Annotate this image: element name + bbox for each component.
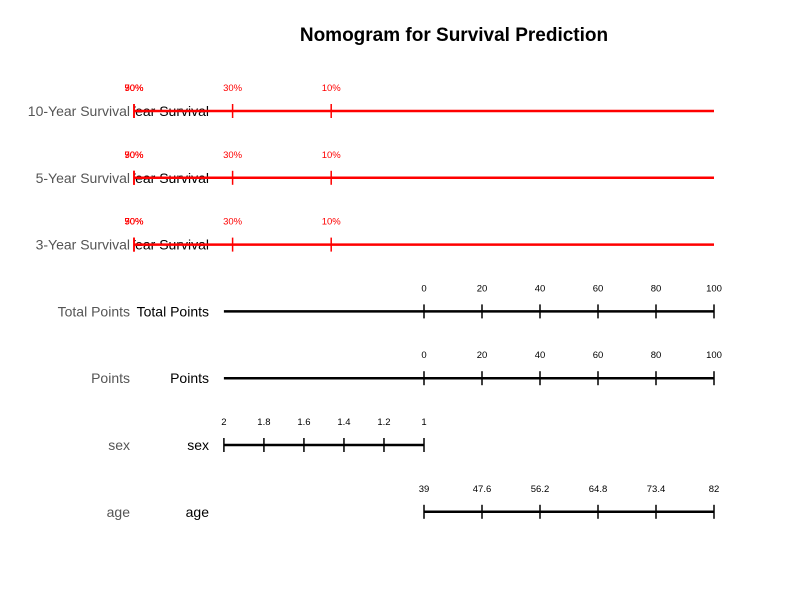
- tick-label: 80: [651, 350, 662, 361]
- row-age: age age 39 47.6 56.2 64.8 73.4 82: [107, 484, 720, 520]
- tick-label: 70%: [124, 83, 144, 94]
- row-label-outer: age: [107, 504, 131, 520]
- tick-label: 50%: [124, 150, 144, 161]
- row-label-outer: 10-Year Survival: [28, 103, 130, 119]
- tick-label: 56.2: [531, 484, 550, 495]
- row-label-outer: Total Points: [58, 303, 130, 319]
- tick-label: 2: [221, 417, 226, 428]
- row-label-outer: 5-Year Survival: [36, 170, 130, 186]
- row-total-points: Total Points Total Points 0 20 40 60 80 100: [58, 283, 722, 319]
- row-points: Points Points 0 20 40 60 80 100: [91, 350, 722, 386]
- tick-label: 20: [477, 350, 488, 361]
- tick-label: 100: [706, 350, 722, 361]
- tick-label: 50%: [124, 83, 144, 94]
- tick-label: 30%: [223, 83, 243, 94]
- tick-label: 10%: [322, 217, 342, 228]
- tick-label: 70%: [124, 150, 144, 161]
- tick-label: 1.2: [377, 417, 390, 428]
- tick-label: 10%: [322, 83, 342, 94]
- tick-label: 82: [709, 484, 720, 495]
- tick-label: 60: [593, 283, 604, 294]
- tick-label: 30%: [223, 150, 243, 161]
- row-label-inner: Points: [170, 370, 209, 386]
- tick-label: 50%: [124, 217, 144, 228]
- tick-label: 1.8: [257, 417, 270, 428]
- row-label-outer: 3-Year Survival: [36, 237, 130, 253]
- tick-label: 1: [421, 417, 426, 428]
- chart-title: Nomogram for Survival Prediction: [300, 25, 608, 46]
- row-label-inner: age: [186, 504, 210, 520]
- tick-label: 90%: [124, 150, 144, 161]
- row-label-inner: sex: [187, 437, 209, 453]
- tick-label: 100: [706, 283, 722, 294]
- tick-label: 1.6: [297, 417, 310, 428]
- tick-label: 64.8: [589, 484, 608, 495]
- row-label-outer: sex: [108, 437, 130, 453]
- tick-label: 40: [535, 283, 546, 294]
- row-label-outer: Points: [91, 370, 130, 386]
- tick-label: 0: [421, 350, 426, 361]
- tick-label: 10%: [322, 150, 342, 161]
- tick-label: 0: [421, 283, 426, 294]
- tick-label: 30%: [223, 217, 243, 228]
- tick-label: 40: [535, 350, 546, 361]
- tick-label: 47.6: [473, 484, 492, 495]
- row-label-inner: Total Points: [137, 303, 209, 319]
- tick-label: 70%: [124, 217, 144, 228]
- tick-label: 90%: [124, 217, 144, 228]
- tick-label: 39: [419, 484, 430, 495]
- tick-label: 1.4: [337, 417, 350, 428]
- tick-label: 80: [651, 283, 662, 294]
- tick-label: 73.4: [647, 484, 666, 495]
- tick-label: 20: [477, 283, 488, 294]
- row-sex: sex sex 2 1.8 1.6 1.4 1.2 1: [108, 417, 426, 453]
- tick-label: 60: [593, 350, 604, 361]
- tick-label: 90%: [124, 83, 144, 94]
